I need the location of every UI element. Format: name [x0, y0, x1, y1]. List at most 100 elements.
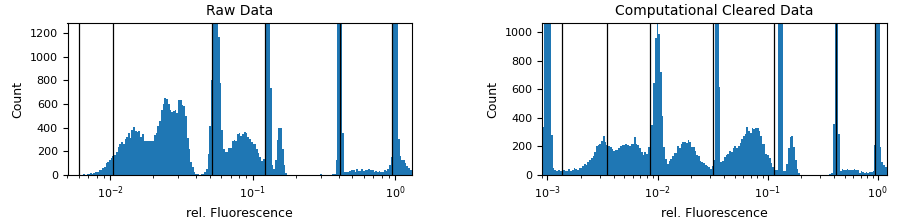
Bar [698, 156, 699, 175]
Bar [868, 173, 869, 175]
Bar [744, 134, 746, 175]
Bar [584, 164, 586, 175]
Bar [701, 162, 703, 175]
Bar [86, 174, 88, 175]
Bar [798, 173, 800, 175]
Bar [95, 172, 97, 175]
Bar [237, 134, 239, 175]
Bar [879, 147, 881, 175]
Bar [265, 92, 266, 175]
Bar [161, 110, 163, 175]
Title: Computational Cleared Data: Computational Cleared Data [616, 4, 814, 18]
Bar [759, 131, 760, 175]
Bar [857, 170, 859, 175]
Bar [257, 153, 259, 175]
Bar [724, 157, 725, 175]
Bar [118, 147, 120, 175]
Bar [201, 174, 203, 175]
Bar [351, 170, 353, 175]
Bar [594, 152, 596, 175]
Bar [101, 170, 102, 175]
Bar [346, 172, 347, 175]
Bar [727, 154, 729, 175]
Bar [753, 129, 755, 175]
Bar [682, 142, 684, 175]
Bar [862, 172, 864, 175]
Bar [633, 144, 634, 175]
Bar [549, 0, 551, 175]
Bar [334, 174, 336, 175]
Bar [613, 151, 615, 175]
Bar [400, 156, 401, 175]
Bar [128, 133, 130, 175]
Bar [182, 105, 184, 175]
Bar [104, 167, 105, 175]
Bar [669, 161, 670, 175]
Bar [830, 174, 832, 175]
Bar [409, 168, 410, 175]
Bar [274, 169, 275, 175]
Bar [171, 112, 173, 175]
Y-axis label: Count: Count [486, 81, 500, 118]
Bar [336, 160, 338, 175]
Bar [235, 141, 237, 175]
Bar [230, 148, 232, 175]
Bar [246, 133, 248, 175]
Bar [770, 163, 772, 175]
Bar [562, 171, 563, 175]
Bar [355, 172, 356, 175]
Bar [356, 169, 358, 175]
Bar [163, 104, 165, 175]
Bar [97, 171, 99, 175]
Bar [285, 173, 287, 175]
Bar [878, 0, 879, 175]
Bar [150, 140, 152, 175]
Bar [158, 126, 159, 175]
Bar [187, 138, 188, 175]
Bar [626, 144, 627, 175]
Bar [734, 147, 736, 175]
Bar [165, 98, 166, 175]
X-axis label: rel. Fluorescence: rel. Fluorescence [186, 207, 292, 220]
Bar [691, 147, 693, 175]
Bar [364, 170, 366, 175]
Bar [88, 174, 90, 175]
Bar [145, 141, 147, 175]
Bar [342, 133, 344, 175]
Bar [871, 172, 873, 175]
Bar [214, 0, 216, 175]
Bar [588, 163, 590, 175]
Bar [116, 152, 118, 175]
Bar [624, 145, 625, 175]
Bar [272, 165, 274, 175]
Bar [596, 146, 598, 175]
Bar [554, 170, 556, 175]
Bar [341, 0, 342, 175]
Bar [781, 0, 783, 175]
Bar [338, 19, 339, 175]
Bar [218, 37, 220, 175]
Bar [850, 170, 852, 175]
Bar [381, 172, 382, 175]
Bar [173, 111, 175, 175]
Bar [731, 153, 733, 175]
Bar [603, 136, 605, 175]
Bar [545, 0, 547, 175]
Bar [601, 141, 603, 175]
Bar [202, 174, 204, 175]
Bar [646, 154, 648, 175]
Bar [233, 140, 235, 175]
Bar [261, 161, 263, 175]
Bar [612, 149, 613, 175]
Bar [543, 127, 544, 175]
Bar [185, 116, 187, 175]
Bar [251, 142, 253, 175]
Bar [686, 143, 688, 175]
Bar [142, 134, 144, 175]
Bar [881, 162, 883, 175]
Bar [660, 72, 661, 175]
Bar [714, 160, 716, 175]
Bar [227, 152, 229, 175]
Bar [586, 165, 588, 175]
Bar [156, 133, 158, 175]
